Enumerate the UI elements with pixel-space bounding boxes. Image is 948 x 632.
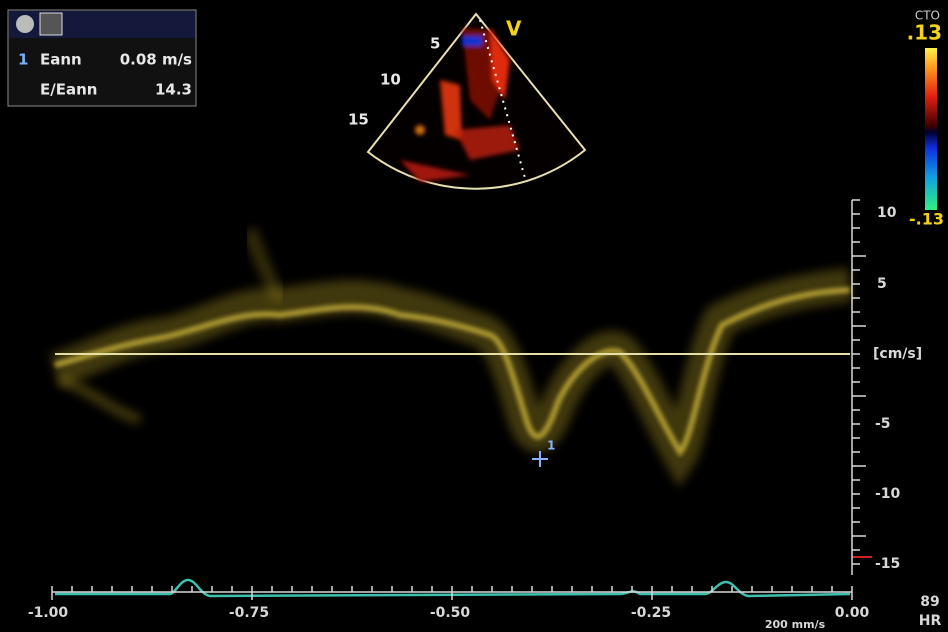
time-tick-label: 0.00 — [835, 605, 870, 621]
color-bar — [925, 48, 937, 210]
heart-rate-label: HR — [919, 613, 942, 629]
measurement-value: 0.08 m/s — [120, 51, 192, 69]
velocity-tick-label: -5 — [875, 416, 891, 432]
record-icon[interactable] — [16, 15, 34, 33]
measurement-label: Eann — [40, 51, 82, 69]
velocity-tick-label: 10 — [877, 205, 897, 221]
time-tick-label: -1.00 — [28, 605, 69, 621]
depth-label: 10 — [380, 71, 401, 89]
scale-max: .13 — [907, 21, 942, 45]
sweep-speed: 200 mm/s — [765, 618, 826, 631]
color-scale: CTO .13 -.13 — [907, 9, 944, 229]
depth-label: 15 — [348, 111, 369, 129]
time-tick-label: -0.75 — [229, 605, 269, 621]
velocity-axis: 10 5 [cm/s] -5 -10 -15 — [852, 200, 922, 575]
measurement-label: E/Eann — [40, 81, 97, 99]
velocity-unit: [cm/s] — [873, 346, 922, 362]
velocity-tick-label: -15 — [875, 556, 900, 572]
time-axis: -1.00 -0.75 -0.50 -0.25 0.00 200 mm/s — [28, 586, 870, 631]
velocity-tick-label: 5 — [877, 276, 887, 292]
mode-label: V — [506, 17, 522, 41]
heart-rate-value: 89 — [920, 594, 939, 610]
time-tick-label: -0.25 — [631, 605, 671, 621]
depth-label: 5 — [430, 35, 440, 53]
scale-min: -.13 — [909, 210, 944, 229]
measurement-index: 1 — [18, 51, 28, 69]
measurement-value: 14.3 — [155, 81, 192, 99]
doppler-spectrum — [55, 230, 850, 455]
page: 1 Eann 0.08 m/s E/Eann 14.3 5 10 15 V CT… — [0, 0, 948, 632]
sector-image: 5 10 15 V — [348, 14, 585, 189]
screen: 1 Eann 0.08 m/s E/Eann 14.3 5 10 15 V CT… — [0, 0, 948, 632]
menu-icon[interactable] — [40, 13, 62, 35]
measurement-box: 1 Eann 0.08 m/s E/Eann 14.3 — [8, 10, 196, 106]
velocity-tick-label: -10 — [875, 486, 901, 502]
box-toolbar — [9, 11, 195, 38]
time-tick-label: -0.50 — [430, 605, 471, 621]
caliper-label: 1 — [547, 439, 555, 453]
